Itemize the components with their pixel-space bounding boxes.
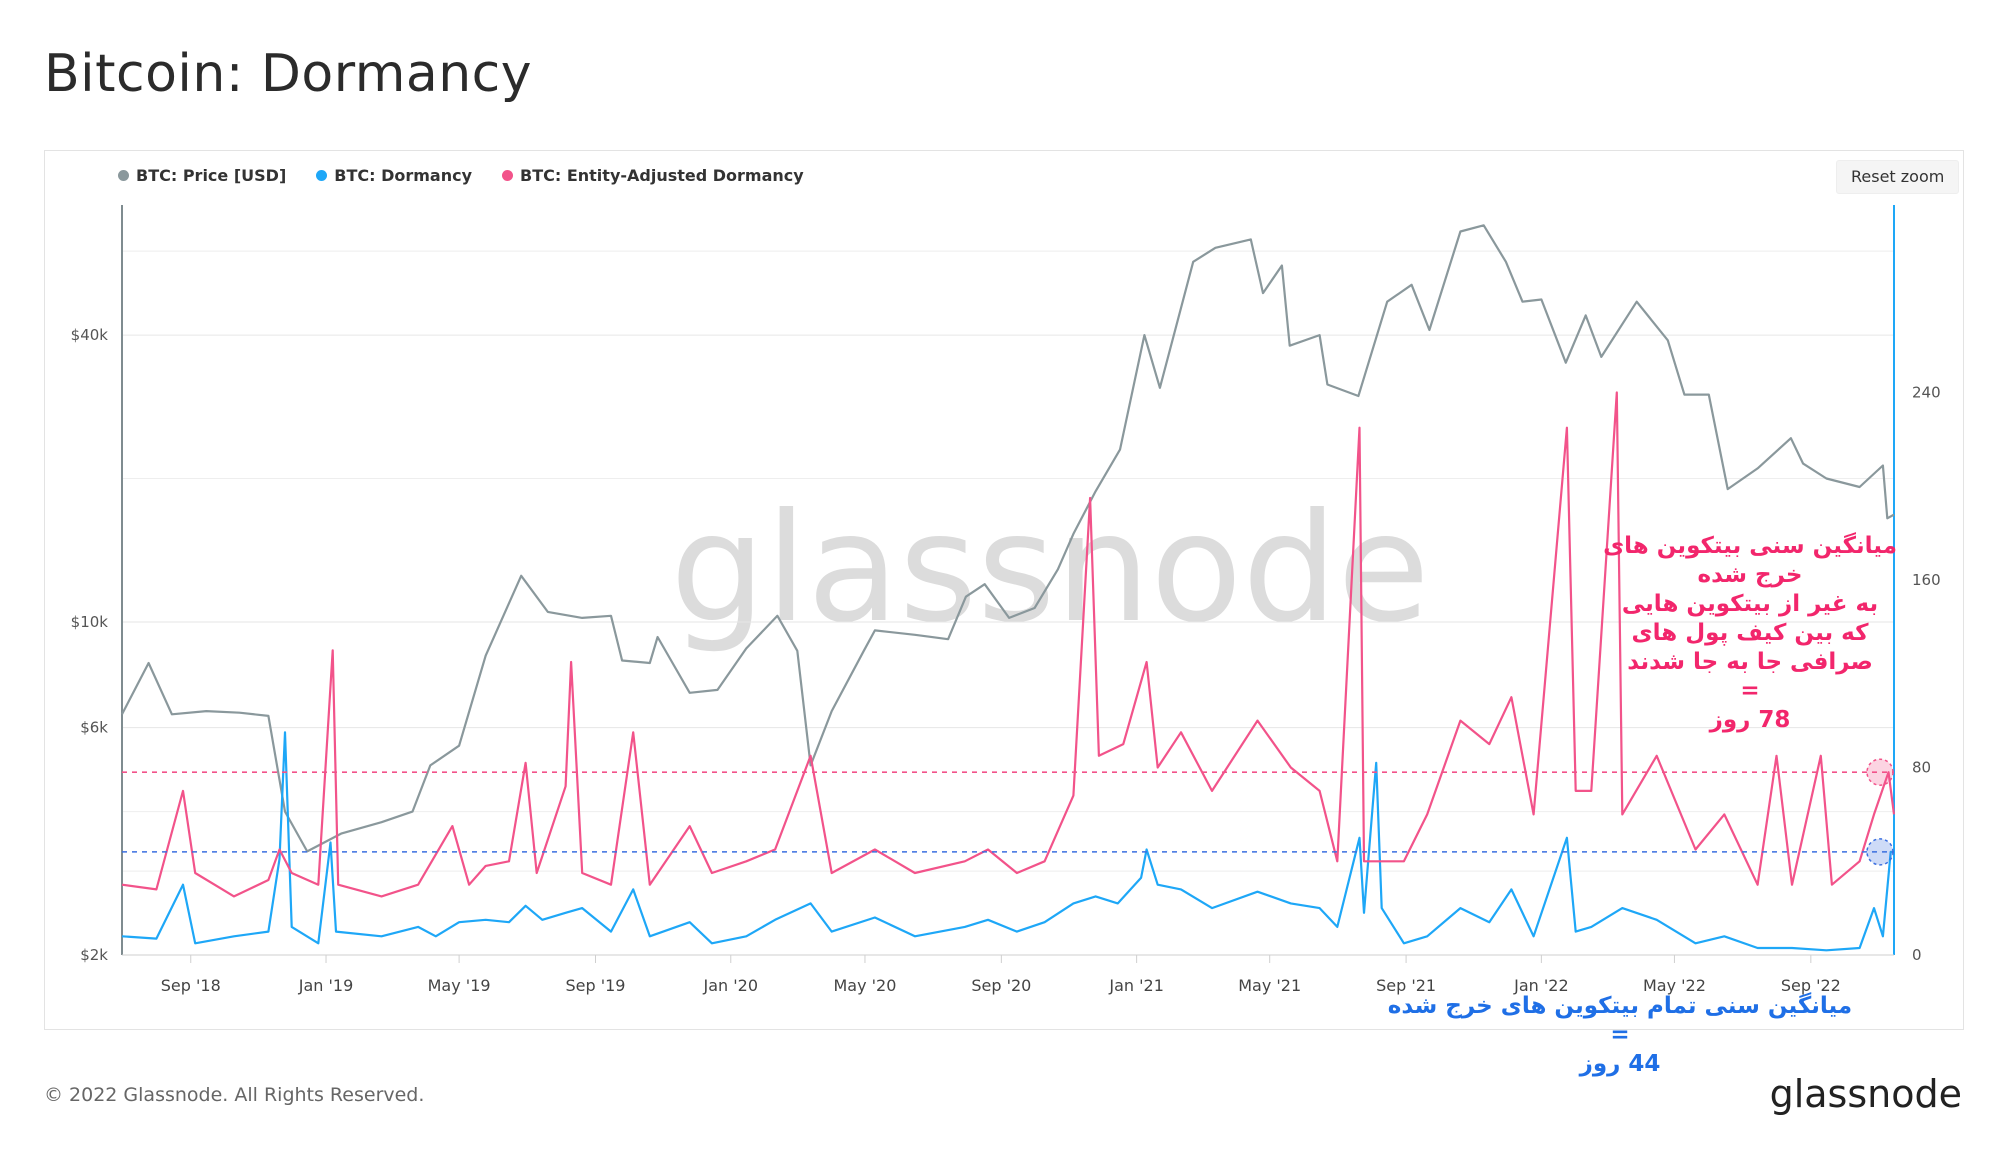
- annotation-blue-line: 44 روز: [1579, 1051, 1661, 1077]
- legend-item-price[interactable]: BTC: Price [USD]: [118, 166, 286, 185]
- x-tick-label: Jan '19: [298, 976, 354, 995]
- chart-legend: BTC: Price [USD] BTC: Dormancy BTC: Enti…: [118, 166, 804, 185]
- series-line-0: [121, 224, 1895, 853]
- reference-marker-1: [1866, 838, 1894, 866]
- annotation-pink-line: صرافی جا به جا شدند: [1627, 649, 1873, 675]
- legend-item-entity-adjusted[interactable]: BTC: Entity-Adjusted Dormancy: [502, 166, 804, 185]
- legend-price-dot-icon: [118, 170, 129, 181]
- series-line-2: [121, 391, 1896, 898]
- x-tick-label: May '22: [1643, 976, 1706, 995]
- footer-copyright: © 2022 Glassnode. All Rights Reserved.: [44, 1084, 425, 1106]
- legend-entity-adjusted-dot-icon: [502, 170, 514, 181]
- y-left-tick-label: $40k: [71, 326, 109, 344]
- legend-price-label: BTC: Price [USD]: [136, 166, 287, 185]
- legend-dormancy-dot-icon: [316, 170, 328, 181]
- y-right-tick-label: 240: [1912, 384, 1941, 402]
- y-right-tick-label: 80: [1912, 759, 1931, 777]
- legend-entity-adjusted-label: BTC: Entity-Adjusted Dormancy: [520, 166, 804, 185]
- y-right-tick-label: 0: [1912, 946, 1922, 964]
- legend-dormancy-label: BTC: Dormancy: [334, 166, 473, 185]
- annotation-pink-line: 78 روز: [1709, 707, 1791, 733]
- annotation-pink-line: میانگین سنی بیتکوین های: [1603, 533, 1897, 559]
- footer-logo: glassnode: [1769, 1072, 1962, 1116]
- x-tick-label: Jan '20: [703, 976, 759, 995]
- x-tick-label: May '19: [428, 976, 491, 995]
- annotation-entity-adjusted-dormancy: میانگین سنی بیتکوین های خرج شده به غیر از …: [1600, 532, 1900, 735]
- x-tick-label: Jan '21: [1108, 976, 1164, 995]
- y-left-tick-label: $2k: [80, 946, 108, 964]
- y-left-tick-label: $10k: [71, 613, 109, 631]
- y-right-tick-label: 160: [1912, 571, 1941, 589]
- x-tick-label: May '20: [833, 976, 896, 995]
- page-title: Bitcoin: Dormancy: [44, 44, 533, 104]
- x-tick-label: Sep '22: [1781, 976, 1841, 995]
- annotation-pink-line: که بین کیف پول های: [1631, 620, 1869, 646]
- x-tick-label: Sep '18: [161, 976, 221, 995]
- annotation-dormancy: میانگین سنی تمام بیتکوین های خرج شده = 44 …: [1380, 992, 1860, 1079]
- annotation-blue-line: میانگین سنی تمام بیتکوین های خرج شده: [1387, 993, 1853, 1019]
- annotation-pink-line: خرج شده: [1697, 562, 1803, 588]
- x-tick-label: May '21: [1238, 976, 1301, 995]
- legend-item-dormancy[interactable]: BTC: Dormancy: [316, 166, 472, 185]
- x-tick-label: Sep '21: [1376, 976, 1436, 995]
- reference-marker-0: [1866, 758, 1894, 786]
- annotation-pink-line: به غیر از بیتکوین هایی: [1621, 591, 1879, 617]
- x-tick-label: Sep '20: [971, 976, 1031, 995]
- x-tick-label: Jan '22: [1513, 976, 1569, 995]
- x-tick-label: Sep '19: [565, 976, 625, 995]
- watermark-text: glassnode: [670, 482, 1429, 656]
- annotation-blue-line: =: [1610, 1022, 1630, 1048]
- chart-frame: [44, 150, 1964, 1030]
- reset-zoom-button[interactable]: Reset zoom: [1836, 160, 1960, 194]
- y-left-tick-label: $6k: [80, 719, 108, 737]
- series-line-1: [121, 731, 1894, 952]
- annotation-pink-line: =: [1740, 678, 1760, 704]
